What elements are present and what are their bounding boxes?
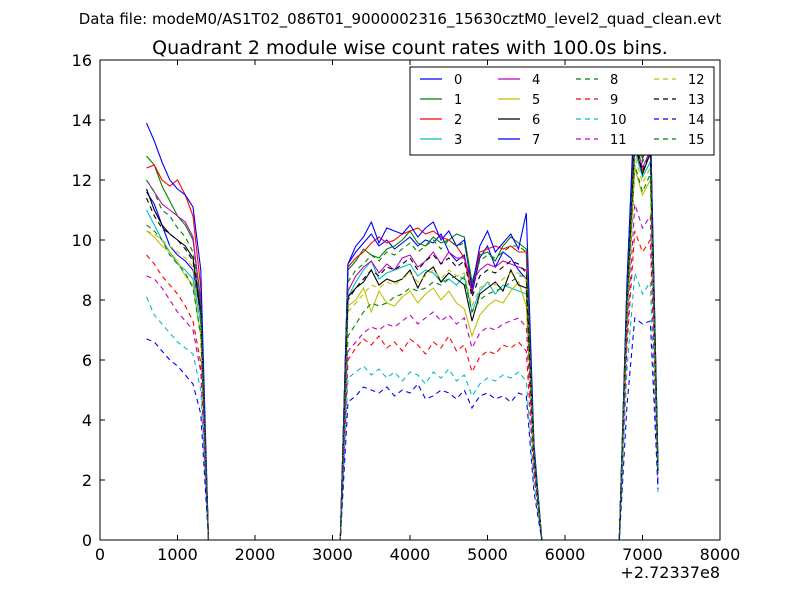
- legend-label-1: 1: [454, 93, 462, 108]
- legend-label-12: 12: [688, 73, 705, 88]
- chart-title: Quadrant 2 module wise count rates with …: [152, 37, 668, 59]
- x-offset-label: +2.72337e8: [620, 563, 720, 582]
- legend-label-14: 14: [688, 113, 705, 128]
- legend-label-8: 8: [610, 73, 618, 88]
- figure-suptitle: Data file: modeM0/AS1T02_086T01_90000023…: [79, 10, 722, 29]
- y-tick-label: 4: [82, 411, 92, 430]
- y-tick-label: 14: [72, 111, 92, 130]
- legend-label-7: 7: [532, 133, 540, 148]
- x-tick-label: 5000: [467, 545, 508, 564]
- x-tick-label: 0: [95, 545, 105, 564]
- y-tick-label: 2: [82, 471, 92, 490]
- x-tick-label: 3000: [312, 545, 353, 564]
- legend-label-0: 0: [454, 73, 462, 88]
- y-tick-label: 16: [72, 51, 92, 70]
- legend-label-13: 13: [688, 93, 705, 108]
- y-tick-label: 8: [82, 291, 92, 310]
- x-tick-label: 7000: [622, 545, 663, 564]
- ticks-layer: 0 1000 2000 3000 4000 5000 6000 7000 80000246810…: [72, 51, 741, 564]
- x-tick-label: 4000: [390, 545, 431, 564]
- legend-label-4: 4: [532, 73, 540, 88]
- x-tick-label: 8000: [700, 545, 741, 564]
- y-tick-label: 6: [82, 351, 92, 370]
- legend-label-11: 11: [610, 133, 627, 148]
- x-tick-label: 2000: [235, 545, 276, 564]
- legend-label-10: 10: [610, 113, 627, 128]
- legend-label-15: 15: [688, 133, 705, 148]
- legend-label-6: 6: [532, 113, 540, 128]
- legend-label-3: 3: [454, 133, 462, 148]
- legend-label-5: 5: [532, 93, 540, 108]
- legend-label-9: 9: [610, 93, 618, 108]
- y-tick-label: 12: [72, 171, 92, 190]
- x-tick-label: 6000: [545, 545, 586, 564]
- x-tick-label: 1000: [157, 545, 198, 564]
- legend-label-2: 2: [454, 113, 462, 128]
- y-tick-label: 0: [82, 531, 92, 550]
- legend-box: [409, 66, 715, 156]
- y-tick-label: 10: [72, 231, 92, 250]
